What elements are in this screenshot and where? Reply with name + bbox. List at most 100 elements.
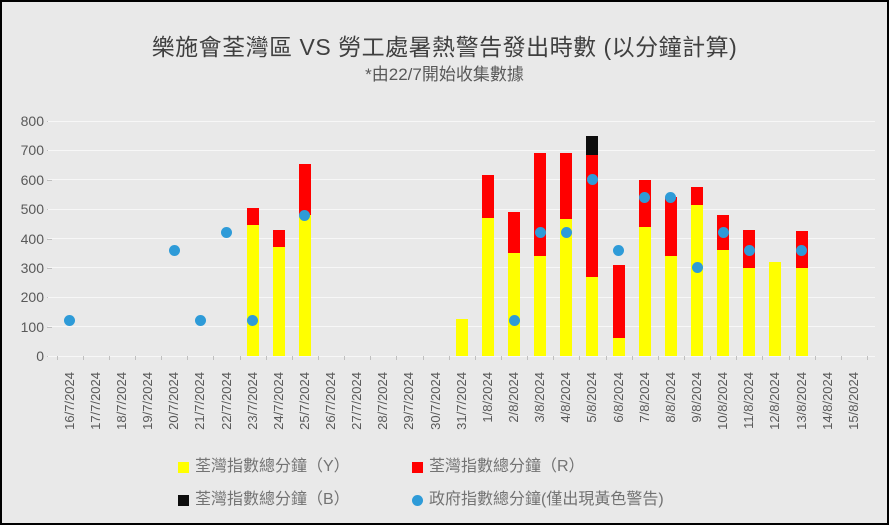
gridline-800 <box>48 120 875 122</box>
bar-yellow-24/7/2024 <box>272 247 285 356</box>
bar-yellow-8/8/2024 <box>664 256 677 356</box>
x-axis-label-3/8/2024: 3/8/2024 <box>532 372 548 423</box>
gov-dot-10/8/2024 <box>717 227 729 239</box>
gridline-600 <box>48 179 875 181</box>
gridline-700 <box>48 149 875 151</box>
y-axis-tick <box>47 356 52 357</box>
gov-dot-7/8/2024 <box>639 191 651 203</box>
x-axis-label-19/7/2024: 19/7/2024 <box>140 372 156 430</box>
x-axis-label-23/7/2024: 23/7/2024 <box>244 372 260 430</box>
x-axis-label-2/8/2024: 2/8/2024 <box>506 372 522 423</box>
x-axis-tick <box>291 356 293 360</box>
gov-dot-11/8/2024 <box>743 244 755 256</box>
bar-yellow-5/8/2024 <box>586 276 599 356</box>
legend-item-red: 荃灣指數總分鐘（R） <box>412 457 585 477</box>
y-axis-tick <box>47 121 52 122</box>
x-axis-tick <box>213 356 215 360</box>
gov-dot-20/7/2024 <box>168 244 180 256</box>
y-axis-tick-label-300: 300 <box>20 259 44 276</box>
legend-label: 荃灣指數總分鐘（Y） <box>195 458 350 475</box>
bar-black-5/8/2024 <box>586 135 599 155</box>
y-axis-tick-label-700: 700 <box>20 142 44 159</box>
bar-yellow-23/7/2024 <box>246 225 259 356</box>
y-axis-tick-label-800: 800 <box>20 113 44 129</box>
bar-yellow-25/7/2024 <box>298 215 311 356</box>
bar-red-23/7/2024 <box>246 207 259 226</box>
x-axis-label-8/8/2024: 8/8/2024 <box>662 372 678 423</box>
x-axis-tick <box>108 356 110 360</box>
bar-red-1/8/2024 <box>481 175 494 218</box>
x-axis-label-1/8/2024: 1/8/2024 <box>479 372 495 423</box>
x-axis-tick <box>135 356 137 360</box>
x-axis-label-25/7/2024: 25/7/2024 <box>296 372 312 430</box>
bar-red-3/8/2024 <box>534 153 547 257</box>
bar-red-4/8/2024 <box>560 153 573 220</box>
gridline-300 <box>48 267 875 269</box>
bar-red-9/8/2024 <box>691 187 704 205</box>
x-axis-label-6/8/2024: 6/8/2024 <box>610 372 626 423</box>
legend-red-square-icon <box>412 461 423 473</box>
x-axis-label-14/8/2024: 14/8/2024 <box>819 372 835 430</box>
x-axis-label-22/7/2024: 22/7/2024 <box>218 372 234 430</box>
bar-yellow-9/8/2024 <box>691 204 704 356</box>
x-axis-label-20/7/2024: 20/7/2024 <box>166 372 182 430</box>
y-axis-tick-label-400: 400 <box>20 230 44 247</box>
gov-dot-22/7/2024 <box>221 227 232 239</box>
x-axis-label-12/8/2024: 12/8/2024 <box>767 372 783 430</box>
x-axis-label-15/8/2024: 15/8/2024 <box>845 372 861 430</box>
bar-red-8/8/2024 <box>664 197 677 257</box>
x-axis-tick <box>840 356 842 360</box>
gov-dot-21/7/2024 <box>194 315 206 327</box>
x-axis-tick <box>370 356 372 360</box>
legend-label: 政府指數總分鐘(僅出現黃色警告) <box>429 491 664 508</box>
legend-item-blue: 政府指數總分鐘(僅出現黃色警告) <box>412 490 664 510</box>
legend-item-black: 荃灣指數總分鐘（B） <box>178 490 350 510</box>
legend-blue-circle-icon <box>412 494 423 506</box>
x-axis-label-27/7/2024: 27/7/2024 <box>349 372 365 430</box>
y-axis-tick-label-500: 500 <box>20 201 44 218</box>
x-axis-label-5/8/2024: 5/8/2024 <box>584 372 600 423</box>
bar-yellow-13/8/2024 <box>795 267 808 356</box>
legend-item-yellow: 荃灣指數總分鐘（Y） <box>178 457 350 477</box>
x-axis-label-9/8/2024: 9/8/2024 <box>689 372 705 423</box>
x-axis-label-26/7/2024: 26/7/2024 <box>323 372 339 430</box>
gov-dot-6/8/2024 <box>613 244 625 256</box>
gov-dot-23/7/2024 <box>247 315 259 327</box>
bar-red-6/8/2024 <box>612 264 625 339</box>
x-axis-tick <box>265 356 267 360</box>
x-axis-label-17/7/2024: 17/7/2024 <box>87 372 103 430</box>
gov-dot-2/8/2024 <box>508 315 520 327</box>
bar-yellow-12/8/2024 <box>769 262 782 356</box>
y-axis-tick <box>47 326 52 328</box>
x-axis-tick <box>422 356 424 360</box>
chart-title: 樂施會荃灣區 VS 勞工處暑熱警告發出時數 (以分鐘計算) <box>151 34 738 60</box>
y-axis-tick <box>47 267 52 269</box>
y-axis-tick-label-600: 600 <box>20 171 44 188</box>
x-axis-label-11/8/2024: 11/8/2024 <box>741 372 757 429</box>
bar-yellow-11/8/2024 <box>743 267 756 356</box>
x-axis-tick <box>683 356 685 360</box>
bar-red-24/7/2024 <box>272 229 285 248</box>
bar-yellow-10/8/2024 <box>717 250 730 356</box>
x-axis-tick <box>474 356 476 360</box>
y-axis-tick <box>47 209 52 211</box>
x-axis-tick <box>239 356 241 360</box>
gridline-0 <box>48 355 875 357</box>
gridline-500 <box>48 208 875 210</box>
bar-red-7/8/2024 <box>638 179 651 227</box>
y-axis-tick <box>47 150 52 152</box>
x-axis-label-16/7/2024: 16/7/2024 <box>61 372 77 430</box>
plot-area <box>48 112 875 360</box>
y-axis-tick-label-0: 0 <box>36 348 44 364</box>
bar-yellow-7/8/2024 <box>638 226 651 356</box>
x-axis-label-7/8/2024: 7/8/2024 <box>636 372 652 423</box>
x-axis-tick <box>500 356 502 360</box>
chart-subtitle: *由22/7開始收集數據 <box>365 65 524 84</box>
legend-yellow-square-icon <box>178 461 189 473</box>
x-axis-tick <box>762 356 764 360</box>
y-axis-tick <box>47 179 52 181</box>
bar-red-2/8/2024 <box>508 212 521 254</box>
y-axis-tick-label-200: 200 <box>20 289 44 306</box>
y-axis-tick-label-100: 100 <box>20 318 44 335</box>
gov-dot-3/8/2024 <box>534 227 546 239</box>
